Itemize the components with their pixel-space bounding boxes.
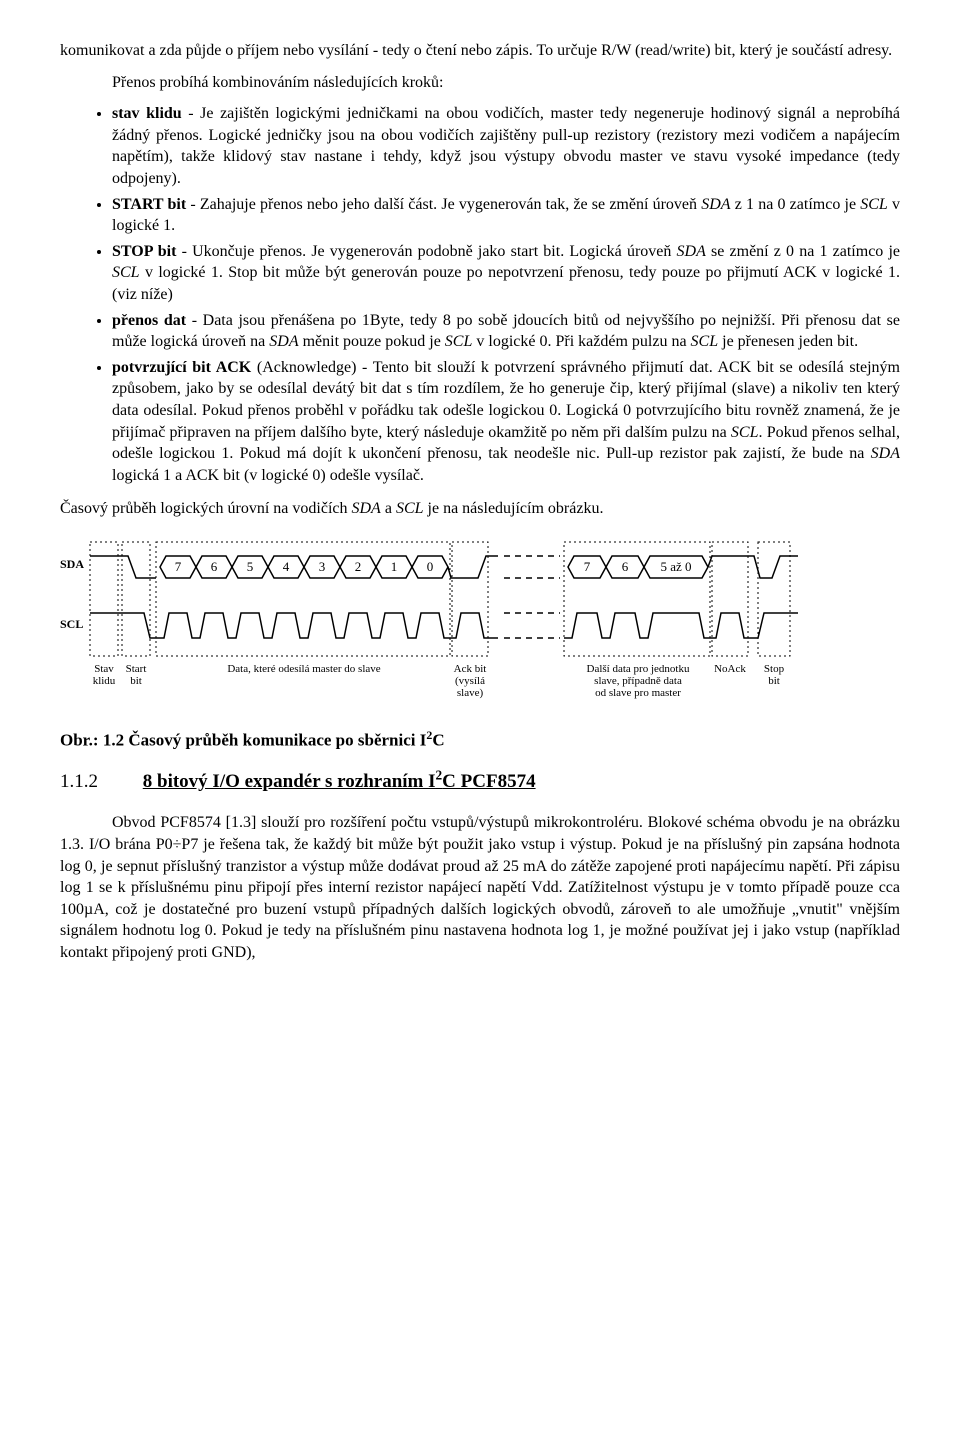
svg-text:Data, které odesílá master do: Data, které odesílá master do slave [227, 663, 380, 675]
intro-paragraph-2: Přenos probíhá kombinováním následujícíc… [60, 72, 900, 94]
svg-text:4: 4 [283, 559, 290, 574]
svg-text:3: 3 [319, 559, 326, 574]
steps-list: stav klidu - Je zajištěn logickými jedni… [60, 103, 900, 486]
svg-text:6: 6 [622, 559, 629, 574]
body-paragraph: Obvod PCF8574 [1.3] slouží pro rozšíření… [60, 812, 900, 963]
svg-text:7: 7 [175, 559, 182, 574]
svg-text:0: 0 [427, 559, 434, 574]
list-item: přenos dat - Data jsou přenášena po 1Byt… [112, 310, 900, 353]
list-item: stav klidu - Je zajištěn logickými jedni… [112, 103, 900, 189]
svg-text:Stav: Stav [94, 663, 114, 675]
svg-text:2: 2 [355, 559, 362, 574]
section-heading: 1.1.2 8 bitový I/O expandér s rozhraním … [60, 766, 900, 794]
timing-diagram: SDA76543210765 až 0SCLStavkliduStartbitD… [60, 538, 900, 713]
svg-text:7: 7 [584, 559, 591, 574]
figure-caption: Obr.: 1.2 Časový průběh komunikace po sb… [60, 727, 900, 753]
svg-text:Ack bit: Ack bit [454, 663, 487, 675]
svg-text:5: 5 [247, 559, 254, 574]
svg-text:Start: Start [126, 663, 147, 675]
svg-text:Další data pro jednotku: Další data pro jednotku [587, 663, 690, 675]
svg-text:od slave pro master: od slave pro master [595, 687, 681, 699]
svg-text:SDA: SDA [60, 557, 84, 571]
svg-text:5 až 0: 5 až 0 [660, 559, 691, 574]
list-item: STOP bit - Ukončuje přenos. Je vygenerov… [112, 241, 900, 306]
svg-text:bit: bit [130, 675, 142, 687]
list-item: potvrzující bit ACK (Acknowledge) - Tent… [112, 357, 900, 487]
svg-text:klidu: klidu [93, 675, 116, 687]
timing-diagram-svg: SDA76543210765 až 0SCLStavkliduStartbitD… [60, 538, 900, 713]
section-number: 1.1.2 [60, 769, 138, 795]
svg-text:slave, případně data: slave, případně data [594, 675, 682, 687]
svg-text:slave): slave) [457, 687, 484, 699]
list-item: START bit - Zahajuje přenos nebo jeho da… [112, 194, 900, 237]
svg-text:NoAck: NoAck [714, 663, 746, 675]
svg-text:bit: bit [768, 675, 780, 687]
after-list-paragraph: Časový průběh logických úrovní na vodičí… [60, 498, 900, 520]
section-title: 8 bitový I/O expandér s rozhraním I2C PC… [143, 771, 536, 792]
intro-paragraph-1: komunikovat a zda půjde o příjem nebo vy… [60, 40, 900, 62]
svg-text:(vysílá: (vysílá [455, 675, 485, 687]
svg-text:6: 6 [211, 559, 218, 574]
svg-text:Stop: Stop [764, 663, 785, 675]
svg-text:SCL: SCL [60, 617, 83, 631]
svg-text:1: 1 [391, 559, 398, 574]
